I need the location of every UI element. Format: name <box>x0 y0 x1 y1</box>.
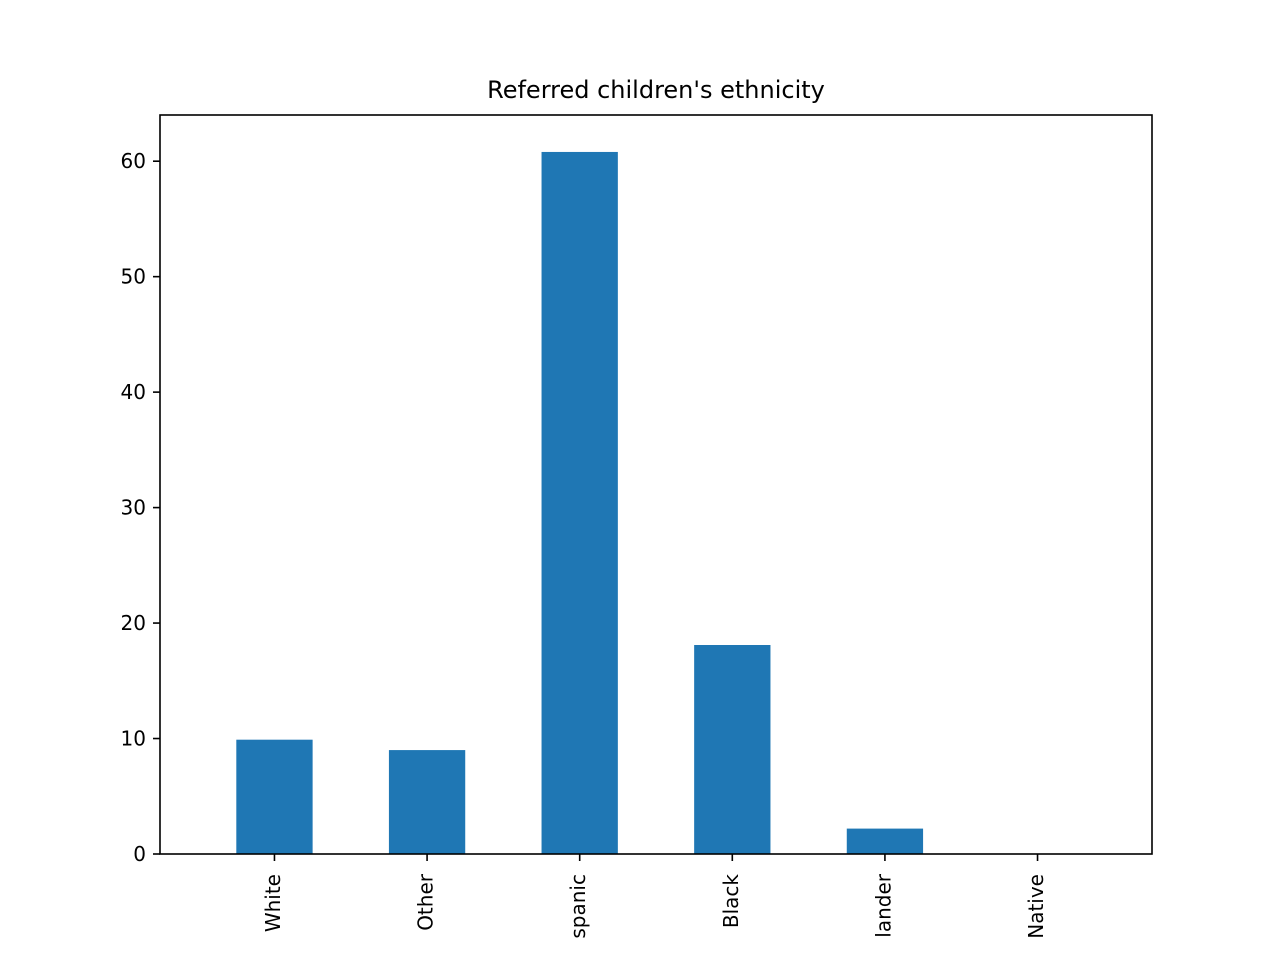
x-tick-label: Black <box>719 874 743 929</box>
y-tick-label: 30 <box>121 496 146 520</box>
bars-group <box>236 151 924 854</box>
bar-other <box>388 750 466 854</box>
y-axis: 0 10 20 30 40 50 60 <box>121 149 160 866</box>
y-tick-label: 60 <box>121 149 146 173</box>
bar-lander <box>846 828 924 854</box>
x-tick-label: Native <box>1024 874 1048 939</box>
y-tick-label: 20 <box>121 611 146 635</box>
chart-title: Referred children's ethnicity <box>487 76 825 104</box>
plot-frame <box>159 114 1153 855</box>
y-tick-label: 40 <box>121 380 146 404</box>
x-tick-label: Other <box>414 873 438 931</box>
x-tick-label: lander <box>871 873 895 937</box>
y-tick-label: 50 <box>121 265 146 289</box>
x-axis: White Other spanic Black lander Native <box>261 854 1048 939</box>
x-tick-label: White <box>261 874 285 932</box>
y-tick-label: 10 <box>121 727 146 751</box>
y-tick-label: 0 <box>133 842 146 866</box>
bar-white <box>236 739 313 854</box>
bar-black <box>694 645 771 854</box>
x-tick-label: spanic <box>566 874 590 939</box>
bar-spanic <box>541 151 618 854</box>
